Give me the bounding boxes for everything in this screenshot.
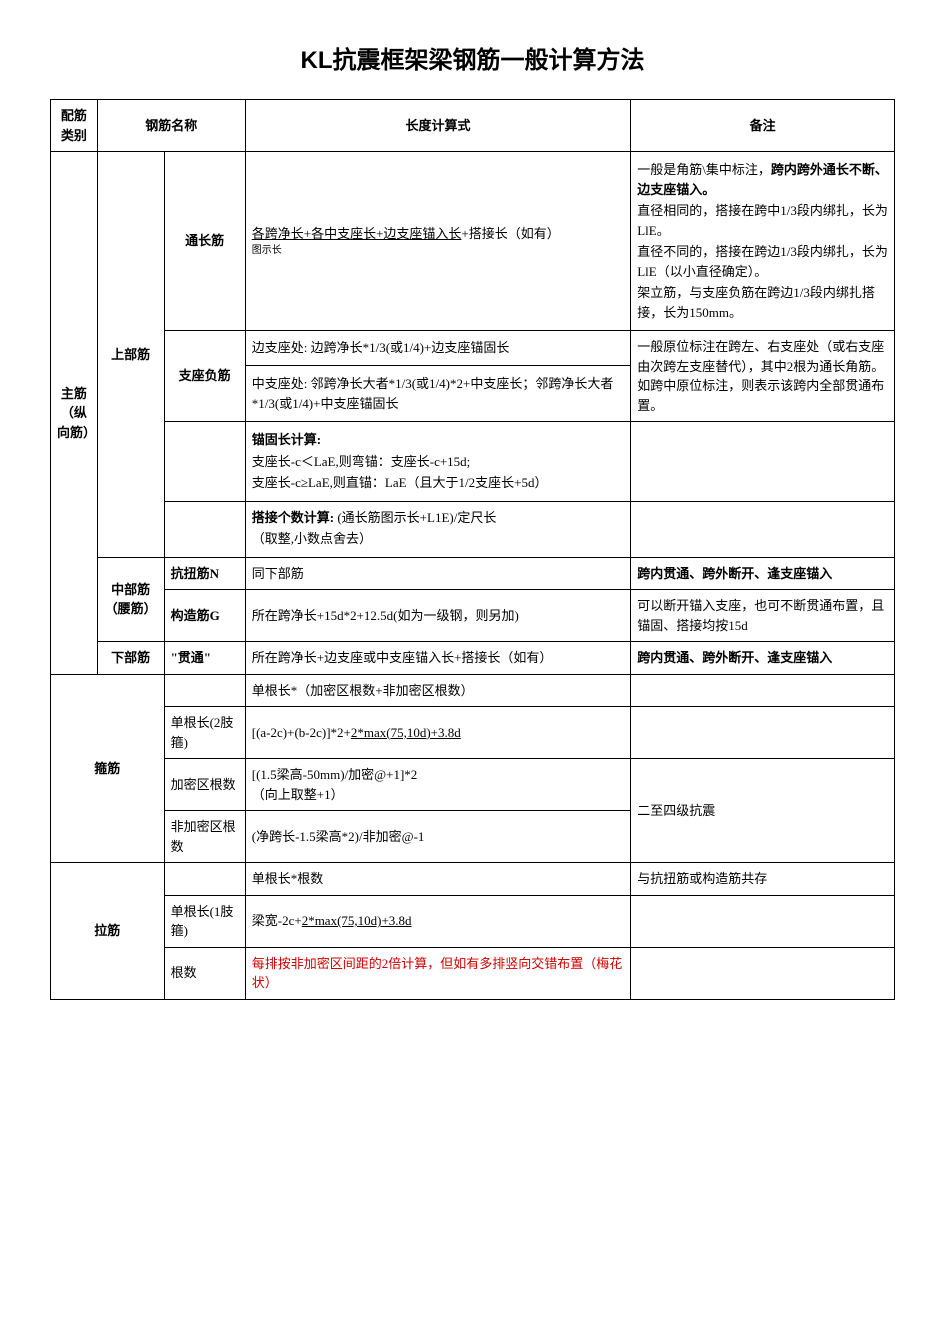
page-title: KL抗震框架梁钢筋一般计算方法 bbox=[50, 40, 895, 75]
tie-r2-u: 2*max(75,10d)+3.8d bbox=[302, 913, 412, 928]
anchor-l1: 支座长-c＜LaE,则弯锚：支座长-c+15d; bbox=[252, 452, 624, 472]
cell-gz-calc: 所在跨净长+15d*2+12.5d(如为一级钢，则另加) bbox=[245, 590, 630, 642]
th-note: 备注 bbox=[631, 100, 895, 152]
table-row: 支座负筋 边支座处: 边跨净长*1/3(或1/4)+边支座锚固长 一般原位标注在… bbox=[51, 331, 895, 366]
cell-kn-calc: 同下部筋 bbox=[245, 557, 630, 590]
cell-gt-note: 跨内贯通、跨外断开、逢支座锚入 bbox=[631, 642, 895, 675]
cell-st-r2-calc: [(a-2c)+(b-2c)]*2+2*max(75,10d)+3.8d bbox=[245, 707, 630, 759]
anchor-l2: 支座长-c≥LaE,则直锚：LaE（且大于1/2支座长+5d） bbox=[252, 473, 624, 493]
table-row: 锚固长计算: 支座长-c＜LaE,则弯锚：支座长-c+15d; 支座长-c≥La… bbox=[51, 422, 895, 502]
table-row: 根数 每排按非加密区间距的2倍计算，但如有多排竖向交错布置（梅花状） bbox=[51, 947, 895, 999]
cell-empty bbox=[631, 947, 895, 999]
st-r2-a: [(a-2c)+(b-2c)]*2+ bbox=[252, 725, 351, 740]
cell-upper: 上部筋 bbox=[97, 152, 164, 558]
cell-st-r3-calc: [(1.5梁高-50mm)/加密@+1]*2 （向上取整+1） bbox=[245, 759, 630, 811]
cell-tie-r1-calc: 单根长*根数 bbox=[245, 863, 630, 896]
st-r2-u: 2*max(75,10d)+3.8d bbox=[351, 725, 461, 740]
table-header-row: 配筋类别 钢筋名称 长度计算式 备注 bbox=[51, 100, 895, 152]
cell-tie-r2-calc: 梁宽-2c+2*max(75,10d)+3.8d bbox=[245, 895, 630, 947]
cell-kn-note: 跨内贯通、跨外断开、逢支座锚入 bbox=[631, 557, 895, 590]
cell-anchor: 锚固长计算: 支座长-c＜LaE,则弯锚：支座长-c+15d; 支座长-c≥La… bbox=[245, 422, 630, 502]
table-row: 加密区根数 [(1.5梁高-50mm)/加密@+1]*2 （向上取整+1） 二至… bbox=[51, 759, 895, 811]
tc-note-p2: 直径相同的，搭接在跨中1/3段内绑扎，长为LlE。 bbox=[637, 201, 888, 240]
cell-zhifu: 支座负筋 bbox=[164, 331, 245, 422]
table-row: 下部筋 "贯通" 所在跨净长+边支座或中支座锚入长+搭接长（如有） 跨内贯通、跨… bbox=[51, 642, 895, 675]
cell-st-note34: 二至四级抗震 bbox=[631, 759, 895, 863]
cell-gt-calc: 所在跨净长+边支座或中支座锚入长+搭接长（如有） bbox=[245, 642, 630, 675]
cell-empty bbox=[631, 895, 895, 947]
tc-calc-tiny: 图示长 bbox=[252, 243, 624, 258]
table-row: 箍筋 单根长*（加密区根数+非加密区根数） bbox=[51, 674, 895, 707]
cell-tie-r2-label: 单根长(1肢箍) bbox=[164, 895, 245, 947]
table-row: 构造筋G 所在跨净长+15d*2+12.5d(如为一级钢，则另加) 可以断开锚入… bbox=[51, 590, 895, 642]
tc-note-p4: 架立筋，与支座负筋在跨边1/3段内绑扎搭接，长为150mm。 bbox=[637, 283, 888, 322]
table-row: 中部筋（腰筋） 抗扭筋N 同下部筋 跨内贯通、跨外断开、逢支座锚入 bbox=[51, 557, 895, 590]
cell-st-r4-label: 非加密区根数 bbox=[164, 811, 245, 863]
cell-st-r4-calc: (净跨长-1.5梁高*2)/非加密@-1 bbox=[245, 811, 630, 863]
splice-l2: （取整,小数点舍去） bbox=[252, 529, 624, 549]
cell-gz-note: 可以断开锚入支座，也可不断贯通布置，且锚固、搭接均按15d bbox=[631, 590, 895, 642]
table-row: 主筋（纵向筋） 上部筋 通长筋 各跨净长+各中支座长+边支座锚入长+搭接长（如有… bbox=[51, 152, 895, 331]
cell-st-r3-label: 加密区根数 bbox=[164, 759, 245, 811]
cell-empty bbox=[631, 707, 895, 759]
cell-empty bbox=[631, 501, 895, 557]
cell-tongchang: 通长筋 bbox=[164, 152, 245, 331]
cell-empty bbox=[631, 422, 895, 502]
cell-empty bbox=[164, 422, 245, 502]
th-category: 配筋类别 bbox=[51, 100, 98, 152]
cell-zf-note: 一般原位标注在跨左、右支座处（或右支座由次跨左支座替代），其中2根为通长角筋。如… bbox=[631, 331, 895, 422]
cell-gouzao: 构造筋G bbox=[164, 590, 245, 642]
cell-empty bbox=[164, 674, 245, 707]
tc-note-p1: 一般是角筋\集中标注，跨内跨外通长不断、边支座锚入。 bbox=[637, 160, 888, 199]
th-calc: 长度计算式 bbox=[245, 100, 630, 152]
cell-tie: 拉筋 bbox=[51, 863, 165, 1000]
cell-tie-r1-note: 与抗扭筋或构造筋共存 bbox=[631, 863, 895, 896]
splice-l1: (通长筋图示长+L1E)/定尺长 bbox=[334, 510, 496, 525]
table-row: 单根长(1肢箍) 梁宽-2c+2*max(75,10d)+3.8d bbox=[51, 895, 895, 947]
cell-zf-calc1: 边支座处: 边跨净长*1/3(或1/4)+边支座锚固长 bbox=[245, 331, 630, 366]
cell-lower: 下部筋 bbox=[97, 642, 164, 675]
cell-mid: 中部筋（腰筋） bbox=[97, 557, 164, 642]
cell-splice: 搭接个数计算: (通长筋图示长+L1E)/定尺长 （取整,小数点舍去） bbox=[245, 501, 630, 557]
anchor-title: 锚固长计算: bbox=[252, 430, 624, 450]
cell-st-r1: 单根长*（加密区根数+非加密区根数） bbox=[245, 674, 630, 707]
cell-main-category: 主筋（纵向筋） bbox=[51, 152, 98, 675]
cell-guantong: "贯通" bbox=[164, 642, 245, 675]
cell-empty bbox=[164, 863, 245, 896]
cell-empty bbox=[631, 674, 895, 707]
cell-stirrup: 箍筋 bbox=[51, 674, 165, 863]
th-name: 钢筋名称 bbox=[97, 100, 245, 152]
cell-st-r2-label: 单根长(2肢箍) bbox=[164, 707, 245, 759]
cell-tie-r3-calc: 每排按非加密区间距的2倍计算，但如有多排竖向交错布置（梅花状） bbox=[245, 947, 630, 999]
splice-title: 搭接个数计算: bbox=[252, 510, 334, 525]
cell-tc-calc: 各跨净长+各中支座长+边支座锚入长+搭接长（如有） 图示长 bbox=[245, 152, 630, 331]
tie-r2-a: 梁宽-2c+ bbox=[252, 913, 302, 928]
table-row: 拉筋 单根长*根数 与抗扭筋或构造筋共存 bbox=[51, 863, 895, 896]
calc-table: 配筋类别 钢筋名称 长度计算式 备注 主筋（纵向筋） 上部筋 通长筋 各跨净长+… bbox=[50, 99, 895, 1000]
cell-zf-calc2: 中支座处: 邻跨净长大者*1/3(或1/4)*2+中支座长；邻跨净长大者*1/3… bbox=[245, 366, 630, 422]
tc-calc-tail: +搭接长（如有） bbox=[461, 226, 559, 241]
table-row: 单根长(2肢箍) [(a-2c)+(b-2c)]*2+2*max(75,10d)… bbox=[51, 707, 895, 759]
cell-tie-r3-label: 根数 bbox=[164, 947, 245, 999]
tc-note-p1a: 一般是角筋\集中标注， bbox=[637, 162, 771, 177]
tc-note-p3: 直径不同的，搭接在跨边1/3段内绑扎，长为LlE（以小直径确定）。 bbox=[637, 242, 888, 281]
tc-calc-underline: 各跨净长+各中支座长+边支座锚入长 bbox=[252, 226, 462, 241]
cell-tc-note: 一般是角筋\集中标注，跨内跨外通长不断、边支座锚入。 直径相同的，搭接在跨中1/… bbox=[631, 152, 895, 331]
cell-kangniu: 抗扭筋N bbox=[164, 557, 245, 590]
cell-empty bbox=[164, 501, 245, 557]
table-row: 搭接个数计算: (通长筋图示长+L1E)/定尺长 （取整,小数点舍去） bbox=[51, 501, 895, 557]
